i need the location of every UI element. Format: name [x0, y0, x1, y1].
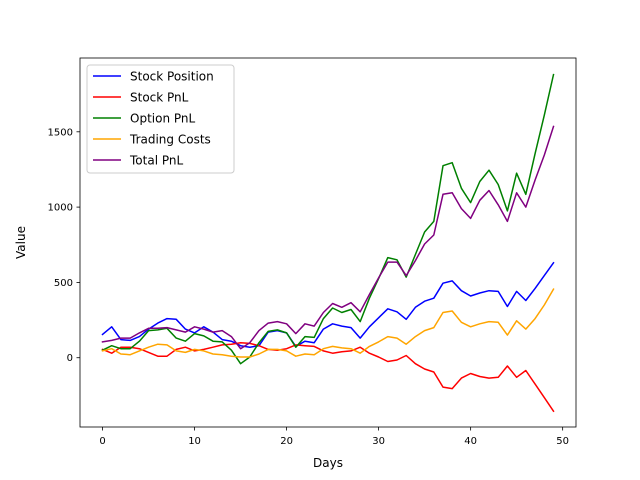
series-line-stock-pnl	[101, 341, 555, 413]
x-axis-label: Days	[313, 456, 343, 470]
x-tick-label: 0	[99, 436, 105, 447]
x-axis-ticks: 0 10 20 30 40 50	[99, 427, 569, 447]
series-line-stock-position	[101, 261, 555, 348]
series-line-option-pnl	[101, 73, 555, 365]
legend-label-trading-costs: Trading Costs	[129, 133, 211, 147]
legend: Stock Position Stock PnL Option PnL Trading…	[86, 64, 235, 174]
y-axis-label: Value	[14, 226, 28, 259]
x-tick-label: 50	[556, 436, 569, 447]
y-axis-ticks: 0 500 1000 1500	[48, 127, 80, 364]
x-tick-label: 40	[464, 436, 477, 447]
legend-frame	[86, 64, 235, 174]
series-line-total-pnl	[101, 125, 555, 350]
y-tick-label: 500	[54, 278, 73, 289]
y-tick-label: 1000	[48, 203, 73, 214]
legend-label-stock-pnl: Stock PnL	[130, 91, 189, 105]
x-tick-label: 20	[280, 436, 293, 447]
legend-label-stock-position: Stock Position	[130, 70, 214, 84]
x-tick-label: 30	[372, 436, 385, 447]
y-tick-label: 0	[67, 353, 73, 364]
series-lines	[101, 73, 555, 413]
legend-label-total-pnl: Total PnL	[129, 154, 183, 168]
plot-frame	[79, 57, 577, 428]
x-tick-label: 10	[188, 436, 201, 447]
y-tick-label: 1500	[48, 127, 73, 138]
series-line-trading-costs	[101, 288, 555, 358]
legend-label-option-pnl: Option PnL	[130, 112, 195, 126]
